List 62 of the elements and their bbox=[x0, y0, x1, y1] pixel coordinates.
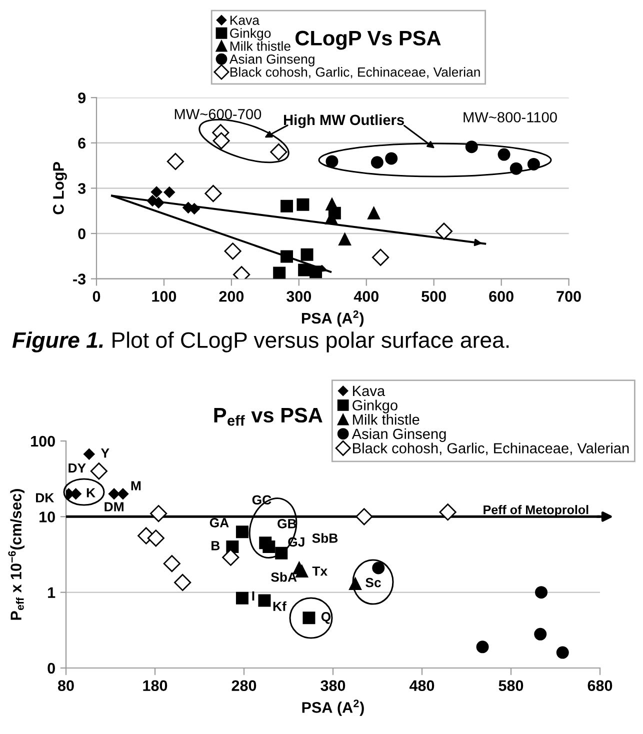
legend-label: Ginkgo bbox=[352, 400, 398, 414]
y-tick-label: 10 bbox=[40, 512, 55, 522]
y-tick-label: 0 bbox=[78, 228, 86, 240]
x-axis-title: PSA (A$^{2}$) bbox=[302, 310, 364, 327]
y-tick-label: 100 bbox=[31, 436, 55, 447]
x-tick-label: 580 bbox=[498, 680, 524, 692]
y-axis-title: C LogP bbox=[53, 162, 67, 214]
annotation: MW~800-1100 bbox=[464, 112, 557, 122]
annotation: M bbox=[131, 481, 141, 490]
chart-title: P$_{eff}$ vs PSA bbox=[214, 408, 322, 426]
y-tick-label: 9 bbox=[78, 92, 86, 104]
annotation: Kf bbox=[273, 601, 286, 611]
x-tick-label: 300 bbox=[286, 291, 312, 302]
annotation: K bbox=[86, 488, 96, 498]
annotation: B bbox=[212, 541, 220, 550]
x-tick-label: 80 bbox=[58, 680, 74, 692]
x-tick-label: 480 bbox=[409, 680, 434, 692]
x-tick-label: 600 bbox=[489, 291, 514, 302]
x-tick-label: 100 bbox=[152, 291, 176, 302]
annotation: GA bbox=[210, 518, 229, 528]
x-tick-label: 500 bbox=[422, 291, 446, 302]
x-tick-label: 280 bbox=[232, 680, 256, 692]
y-tick-label: -3 bbox=[73, 274, 86, 285]
annotation: MW~600-700 bbox=[174, 108, 262, 120]
x-tick-label: 180 bbox=[143, 680, 168, 692]
y-axis-title: P$_{eff}$ x 10$^{−6}$(cm/sec) bbox=[8, 489, 24, 620]
chart-title: CLogP Vs PSA bbox=[296, 30, 441, 50]
legend-label: Milk thistle bbox=[230, 41, 290, 51]
annotation: Y bbox=[100, 448, 110, 458]
caption: Figure 1. bbox=[12, 332, 103, 352]
legend-label: Milk thistle bbox=[353, 414, 420, 425]
annotation: SbB bbox=[312, 533, 338, 543]
annotation: Sc bbox=[366, 578, 381, 588]
x-tick-label: 680 bbox=[588, 680, 612, 692]
annotation: Tx bbox=[312, 566, 328, 576]
x-tick-label: 380 bbox=[320, 680, 346, 692]
y-tick-label: 6 bbox=[78, 138, 86, 149]
legend-label: Asian Ginseng bbox=[352, 428, 446, 442]
x-tick-label: 200 bbox=[219, 291, 244, 302]
y-tick-label: 3 bbox=[78, 183, 86, 194]
text: Plot of CLogP versus polar surface area. bbox=[112, 332, 509, 352]
annotation: DK bbox=[36, 493, 54, 502]
annotation: DY bbox=[68, 463, 86, 473]
legend-label: Asian Ginseng bbox=[229, 54, 314, 66]
annotation: DM bbox=[104, 502, 124, 512]
x-tick-label: 400 bbox=[354, 291, 379, 302]
annotation: Q bbox=[321, 612, 331, 624]
legend-label: Black cohosh, Garlic, Echinaceae, Valerian bbox=[230, 67, 480, 78]
x-tick-label: 0 bbox=[92, 291, 100, 302]
x-axis-title: PSA (A$^{2}$) bbox=[302, 700, 364, 716]
annotation: I bbox=[252, 591, 254, 600]
legend-label: Kava bbox=[230, 16, 260, 25]
annotation: GC bbox=[252, 495, 272, 505]
ref-line-label: Peff of Metoprolol bbox=[484, 505, 588, 517]
y-tick-label: 1 bbox=[48, 587, 56, 598]
legend-label: Black cohosh, Garlic, Echinaceae, Valerian bbox=[353, 442, 629, 456]
y-tick-label: 0 bbox=[48, 662, 55, 674]
legend-label: Kava bbox=[353, 386, 386, 396]
x-tick-label: 700 bbox=[556, 291, 581, 302]
annotation: High MW Outliers bbox=[284, 114, 404, 128]
legend-label: Ginkgo bbox=[230, 28, 271, 40]
annotation: SbA bbox=[271, 572, 297, 582]
